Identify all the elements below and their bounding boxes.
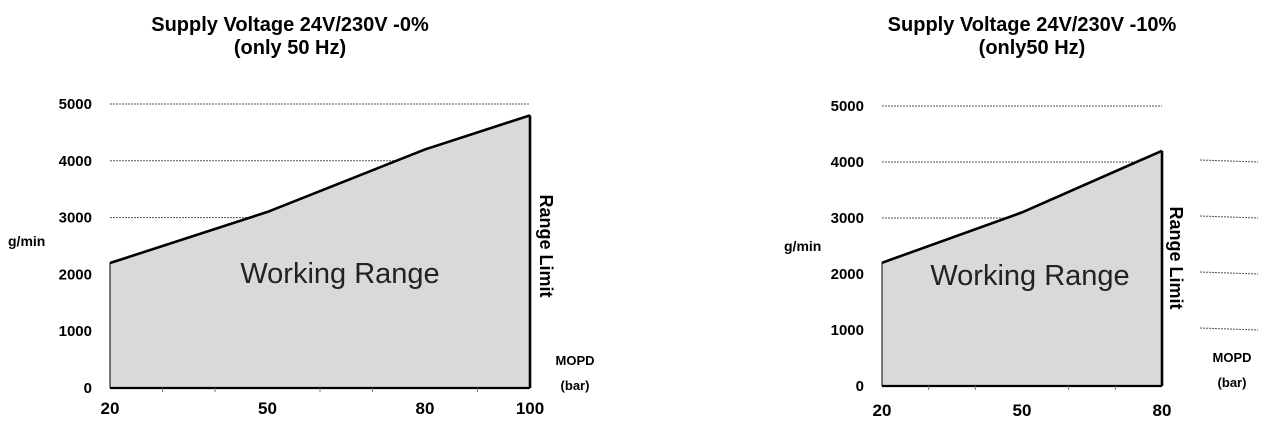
y-axis-label: g/min — [8, 233, 45, 249]
working-range-label: Working Range — [930, 260, 1129, 292]
y-tick-label: 0 — [856, 378, 864, 395]
y-tick-label: 4000 — [59, 153, 92, 170]
x-tick-label: 20 — [873, 401, 892, 420]
working-range-label: Working Range — [240, 258, 439, 290]
x-tick-label: 80 — [1153, 401, 1172, 420]
chart-title: Supply Voltage 24V/230V -0% (only 50 Hz) — [110, 14, 470, 60]
gridline-outer — [1199, 215, 1259, 219]
y-tick-label: 1000 — [59, 323, 92, 340]
chart-panel-left: Supply Voltage 24V/230V -0% (only 50 Hz)… — [8, 14, 595, 418]
x-axis-unit: (bar) — [1218, 375, 1247, 390]
chart-title-line: Supply Voltage 24V/230V -10% — [887, 14, 1177, 36]
x-tick-label: 100 — [516, 399, 544, 418]
range-limit-label: Range Limit — [1166, 206, 1186, 309]
chart-title-line: Supply Voltage 24V/230V -0% — [151, 14, 429, 36]
chart-subtitle-line: (only 50 Hz) — [233, 37, 347, 59]
working-range-area — [882, 150, 1162, 386]
y-tick-label: 5000 — [59, 96, 92, 113]
series-line — [881, 149, 1163, 265]
x-axis-label: MOPD — [1213, 350, 1252, 365]
x-tick-label: 50 — [1013, 401, 1032, 420]
y-tick-label: 3000 — [59, 210, 92, 227]
y-axis-label: g/min — [784, 238, 821, 254]
range-limit-label: Range Limit — [536, 194, 556, 297]
y-tick-label: 4000 — [831, 154, 864, 171]
y-tick-label: 2000 — [831, 266, 864, 283]
y-tick-label: 5000 — [831, 98, 864, 115]
chart-panel-right: Supply Voltage 24V/230V -10% (only50 Hz)… — [632, 0, 1264, 427]
y-tick-label: 1000 — [831, 322, 864, 339]
series-line — [109, 114, 531, 265]
x-axis-label: MOPD — [556, 353, 595, 368]
x-axis-unit: (bar) — [561, 378, 590, 393]
working-range-area — [110, 115, 530, 389]
y-tick-label: 2000 — [59, 266, 92, 283]
gridline-outer — [1199, 271, 1259, 275]
y-tick-label: 0 — [84, 380, 92, 397]
x-tick-label: 50 — [258, 399, 277, 418]
chart-title: Supply Voltage 24V/230V -10% (only50 Hz) — [847, 14, 1217, 60]
y-tick-label: 3000 — [831, 210, 864, 227]
x-tick-label: 80 — [416, 399, 435, 418]
chart-svg: 0 1000 2000 3000 4000 5000 20 50 80 100 g/min Worki… — [8, 96, 595, 418]
x-tick-label: 20 — [101, 399, 120, 418]
gridline-outer — [1199, 159, 1259, 163]
gridline-outer — [1199, 327, 1259, 331]
chart-svg: 0 1000 2000 3000 4000 5000 20 50 80 g/min Working … — [784, 98, 1259, 420]
chart-subtitle-line: (only50 Hz) — [978, 37, 1086, 59]
